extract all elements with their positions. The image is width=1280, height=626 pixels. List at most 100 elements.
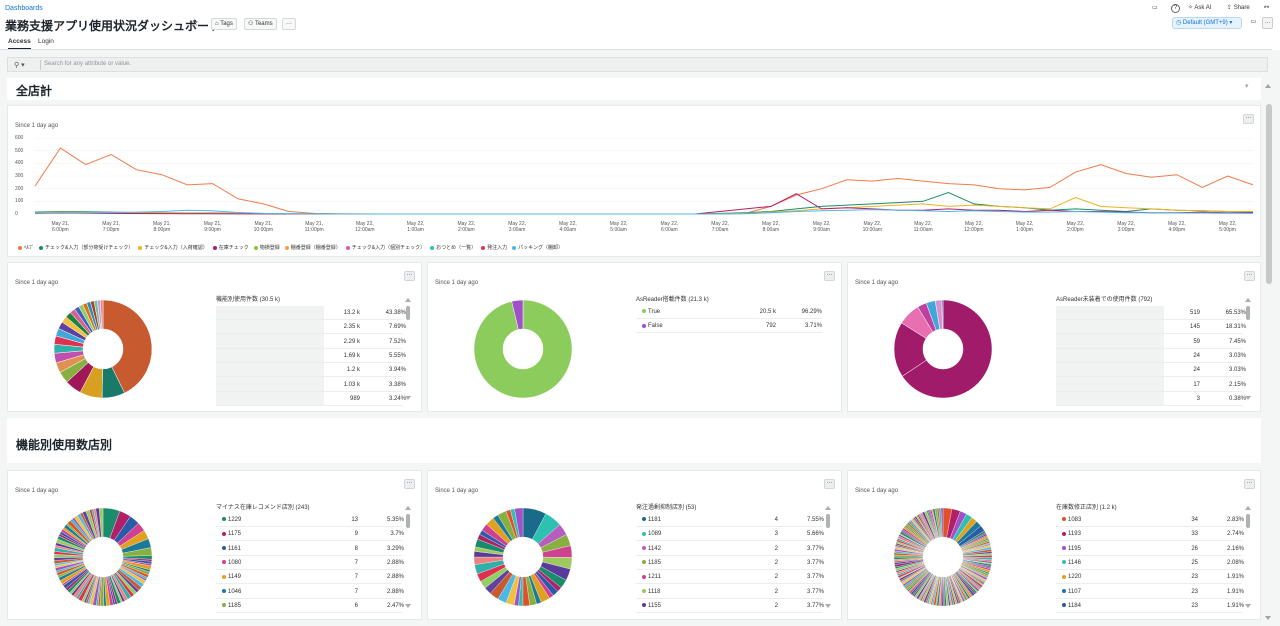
table-row[interactable]: 1089 3 5.66% <box>636 528 824 542</box>
search-input[interactable]: Search for any attribute or value. <box>44 61 132 67</box>
link-icon[interactable]: ⚯ <box>1264 5 1270 11</box>
scroll-thumb[interactable] <box>1266 104 1272 284</box>
scroll-up-icon[interactable] <box>405 506 411 510</box>
donut-chart[interactable] <box>38 285 168 415</box>
table-row[interactable]: 1.03 k 3.38% <box>216 379 406 392</box>
legend-item[interactable]: ﾍﾙﾌﾟ <box>18 244 34 251</box>
table-row[interactable]: 1118 2 3.77% <box>636 586 824 599</box>
table-scrollbar[interactable] <box>1245 506 1251 608</box>
table-row[interactable]: 145 18.31% <box>1056 321 1246 335</box>
scroll-thumb[interactable] <box>826 514 830 528</box>
ask-ai-button[interactable]: ✧ Ask AI <box>1188 3 1211 14</box>
table-row[interactable]: 1220 23 1.91% <box>1056 571 1244 585</box>
scroll-thumb[interactable] <box>406 514 410 528</box>
tab-login[interactable]: Login <box>38 38 54 45</box>
table-row[interactable]: 24 3.03% <box>1056 350 1246 363</box>
table-row[interactable]: 1155 2 3.77% <box>636 600 824 613</box>
donut-chart[interactable] <box>878 285 1008 415</box>
chat-icon[interactable]: ▭ <box>1152 5 1158 11</box>
scroll-down-icon[interactable] <box>825 604 831 608</box>
table-row[interactable]: 1.69 k 5.55% <box>216 350 406 363</box>
table-row[interactable]: False 792 3.71% <box>636 320 822 334</box>
pie-slice[interactable] <box>514 507 524 538</box>
series-line[interactable] <box>34 209 1254 215</box>
scroll-down-icon[interactable] <box>1245 604 1251 608</box>
donut-chart[interactable] <box>38 493 168 623</box>
table-row[interactable]: 2.29 k 7.52% <box>216 336 406 349</box>
scroll-down-icon[interactable] <box>405 396 411 400</box>
scroll-down-icon[interactable] <box>1245 396 1251 400</box>
collapse-icon[interactable]: ▾ <box>1245 83 1249 90</box>
table-row[interactable]: 1083 34 2.83% <box>1056 514 1244 527</box>
breadcrumb[interactable]: Dashboards <box>5 5 43 12</box>
table-row[interactable]: 1211 2 3.77% <box>636 571 824 585</box>
widget-more-button[interactable]: ··· <box>824 479 835 489</box>
table-row[interactable]: 1195 26 2.16% <box>1056 543 1244 556</box>
share-button[interactable]: ⇪ Share <box>1227 3 1250 14</box>
pie-slice[interactable] <box>102 299 153 394</box>
timezone-selector[interactable]: ◷ Default (GMT+9) ▾ <box>1172 17 1242 29</box>
scroll-up-icon[interactable] <box>1245 298 1251 302</box>
scroll-thumb[interactable] <box>406 306 410 320</box>
pie-slice[interactable] <box>473 299 573 399</box>
table-row[interactable]: 989 3.24% <box>216 393 406 406</box>
table-row[interactable]: 17 2.15% <box>1056 379 1246 392</box>
table-row[interactable]: 1046 7 2.88% <box>216 586 404 599</box>
table-scrollbar[interactable] <box>1245 298 1251 400</box>
table-row[interactable]: 1146 25 2.08% <box>1056 557 1244 570</box>
table-row[interactable]: 13.2 k 43.38% <box>216 307 406 320</box>
table-row[interactable]: 1.2 k 3.94% <box>216 364 406 378</box>
table-row[interactable]: 1149 7 2.88% <box>216 571 404 585</box>
pie-slice[interactable] <box>941 299 944 330</box>
legend-item[interactable]: 物損登録 <box>253 244 280 251</box>
table-row[interactable]: 1184 23 1.91% <box>1056 600 1244 613</box>
legend-item[interactable]: チェック&入力（部分荷受けチェック） <box>39 244 133 251</box>
table-scrollbar[interactable] <box>825 506 831 608</box>
table-scrollbar[interactable] <box>405 298 411 400</box>
tv-mode-icon[interactable]: ▭ <box>1250 19 1257 25</box>
legend-item[interactable]: パッキング（棚卸） <box>512 244 563 251</box>
scroll-up-icon[interactable] <box>1245 506 1251 510</box>
scroll-up-icon[interactable] <box>405 298 411 302</box>
legend-item[interactable]: おつとめ（一覧） <box>430 244 476 251</box>
table-row[interactable]: 1193 33 2.74% <box>1056 528 1244 542</box>
series-line[interactable] <box>34 147 1254 215</box>
teams-button[interactable]: ⚇ Teams <box>244 18 277 30</box>
scroll-up-icon[interactable] <box>1265 84 1271 88</box>
legend-item[interactable]: チェック&入力（入荷確認） <box>138 244 208 251</box>
donut-chart[interactable] <box>458 493 588 623</box>
widget-more-button[interactable]: ··· <box>404 479 415 489</box>
table-row[interactable]: 1181 4 7.55% <box>636 514 824 527</box>
pie-slice[interactable] <box>940 507 944 538</box>
filter-icon[interactable]: ⚲ ▾ <box>14 62 25 69</box>
table-scrollbar[interactable] <box>405 506 411 608</box>
filter-bar[interactable]: ⚲ ▾ Search for any attribute or value. <box>7 57 1268 72</box>
table-row[interactable]: 1229 13 5.35% <box>216 514 404 527</box>
table-row[interactable]: 1185 2 3.77% <box>636 557 824 570</box>
pie-slice[interactable] <box>511 299 524 330</box>
table-row[interactable]: 1161 8 3.29% <box>216 543 404 556</box>
table-row[interactable]: True 20.5 k 96.29% <box>636 306 822 319</box>
legend-item[interactable]: チェック&入力（個別チェック） <box>345 244 425 251</box>
pie-slice[interactable] <box>100 299 104 330</box>
widget-more-button[interactable]: ··· <box>404 271 415 281</box>
donut-chart[interactable] <box>458 285 588 415</box>
scroll-down-icon[interactable] <box>405 604 411 608</box>
table-row[interactable]: 2.35 k 7.69% <box>216 321 406 335</box>
table-row[interactable]: 1107 23 1.91% <box>1056 586 1244 599</box>
legend-item[interactable]: 棚番登録（棚番登録） <box>284 244 341 251</box>
title-more-button[interactable]: ··· <box>282 18 296 30</box>
table-row[interactable]: 519 65.53% <box>1056 307 1246 320</box>
line-chart[interactable] <box>8 106 1260 256</box>
pie-slice[interactable] <box>99 507 104 538</box>
table-row[interactable]: 59 7.45% <box>1056 336 1246 349</box>
widget-more-button[interactable]: ··· <box>824 271 835 281</box>
tags-button[interactable]: ⌂ Tags <box>211 18 237 30</box>
scroll-thumb[interactable] <box>1246 306 1250 320</box>
table-row[interactable]: 1080 7 2.88% <box>216 557 404 570</box>
dashboard-more-button[interactable]: ··· <box>1262 17 1273 29</box>
table-row[interactable]: 3 0.38% <box>1056 393 1246 406</box>
donut-chart[interactable] <box>878 493 1008 623</box>
page-scrollbar[interactable] <box>1265 82 1273 622</box>
table-row[interactable]: 1185 6 2.47% <box>216 600 404 613</box>
